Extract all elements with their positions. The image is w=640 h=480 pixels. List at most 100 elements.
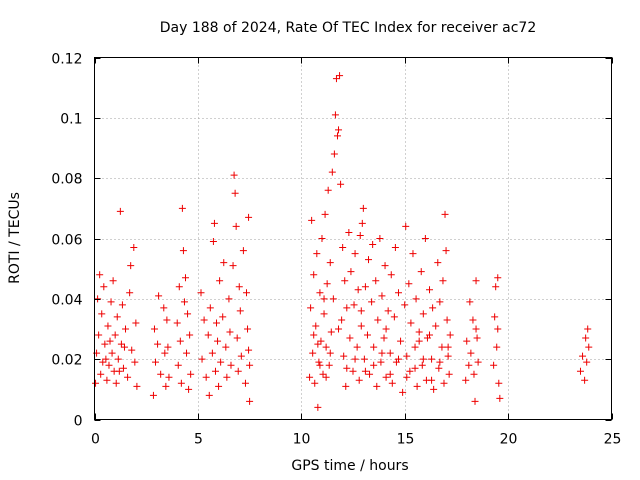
data-point bbox=[120, 343, 128, 351]
data-point bbox=[329, 295, 337, 303]
data-point bbox=[472, 277, 480, 285]
data-point bbox=[103, 376, 111, 384]
data-point bbox=[208, 349, 216, 357]
data-point bbox=[320, 310, 328, 318]
data-point bbox=[370, 343, 378, 351]
data-point bbox=[327, 328, 335, 336]
data-point bbox=[388, 379, 396, 387]
data-point bbox=[465, 361, 473, 369]
data-point bbox=[175, 283, 183, 291]
data-point bbox=[313, 250, 321, 258]
data-point bbox=[112, 379, 120, 387]
data-point bbox=[106, 337, 114, 345]
data-point bbox=[411, 343, 419, 351]
data-point bbox=[322, 373, 330, 381]
data-point bbox=[351, 355, 359, 363]
data-point bbox=[100, 283, 108, 291]
x-tick-label: 10 bbox=[293, 432, 311, 448]
data-point bbox=[442, 247, 450, 255]
y-tick-label: 0.02 bbox=[51, 353, 82, 369]
data-point bbox=[407, 319, 415, 327]
data-point bbox=[99, 358, 107, 366]
data-point bbox=[154, 340, 162, 348]
data-point bbox=[157, 370, 165, 378]
data-point bbox=[95, 331, 103, 339]
data-point bbox=[181, 274, 189, 282]
data-point bbox=[133, 382, 141, 390]
data-point bbox=[176, 337, 184, 345]
data-point bbox=[434, 259, 442, 267]
data-point bbox=[380, 334, 388, 342]
data-point bbox=[490, 361, 498, 369]
data-point bbox=[421, 235, 429, 242]
data-point bbox=[111, 331, 119, 339]
data-point bbox=[173, 319, 181, 327]
chart-title: Day 188 of 2024, Rate Of TEC Index for r… bbox=[160, 20, 536, 36]
data-point bbox=[222, 343, 230, 351]
data-point bbox=[220, 259, 228, 267]
data-point bbox=[438, 343, 446, 351]
data-point bbox=[357, 307, 365, 315]
data-point bbox=[244, 325, 252, 333]
data-point bbox=[356, 231, 364, 239]
data-point bbox=[105, 361, 113, 369]
data-point bbox=[318, 235, 326, 242]
data-point bbox=[116, 207, 124, 215]
data-point bbox=[390, 313, 398, 321]
data-point bbox=[107, 298, 115, 306]
data-point bbox=[161, 349, 169, 357]
data-point bbox=[312, 322, 320, 330]
data-point bbox=[231, 189, 239, 197]
data-point bbox=[343, 304, 351, 312]
data-point bbox=[412, 295, 420, 303]
data-point bbox=[113, 313, 121, 321]
data-point bbox=[394, 355, 402, 363]
data-point bbox=[326, 349, 334, 357]
x-tick-label: 20 bbox=[500, 432, 518, 448]
data-point bbox=[97, 370, 105, 378]
data-point bbox=[413, 382, 421, 390]
data-point bbox=[493, 343, 501, 351]
data-point bbox=[198, 355, 206, 363]
data-point bbox=[584, 325, 592, 333]
data-point bbox=[435, 364, 443, 372]
data-point bbox=[317, 337, 325, 345]
y-tick-label: 0.04 bbox=[51, 293, 82, 309]
data-point bbox=[378, 349, 386, 357]
y-tick-labels: 0 0.02 0.04 0.06 0.08 0.1 0.12 bbox=[51, 52, 82, 430]
x-tick-label: 0 bbox=[91, 432, 100, 448]
data-point bbox=[377, 358, 385, 366]
data-point bbox=[336, 72, 344, 80]
data-point bbox=[376, 235, 384, 242]
data-points bbox=[92, 72, 593, 411]
data-point bbox=[234, 367, 242, 375]
data-point bbox=[101, 340, 109, 348]
data-point bbox=[436, 358, 444, 366]
grid-lines bbox=[94, 57, 612, 420]
data-point bbox=[436, 298, 444, 306]
data-point bbox=[428, 355, 436, 363]
data-point bbox=[130, 244, 138, 252]
data-point bbox=[119, 364, 127, 372]
data-point bbox=[314, 340, 322, 348]
data-point bbox=[204, 331, 212, 339]
data-point bbox=[227, 361, 235, 369]
data-point bbox=[426, 286, 434, 294]
data-point bbox=[311, 379, 319, 387]
data-point bbox=[382, 325, 390, 333]
data-point bbox=[316, 289, 324, 297]
data-point bbox=[245, 213, 253, 221]
data-point bbox=[463, 337, 471, 345]
data-point bbox=[470, 370, 478, 378]
data-point bbox=[472, 325, 480, 333]
data-point bbox=[351, 250, 359, 258]
data-point bbox=[491, 313, 499, 321]
data-point bbox=[160, 304, 168, 312]
data-point bbox=[357, 322, 365, 330]
x-tick-labels: 0 5 10 15 20 25 bbox=[91, 432, 621, 448]
data-point bbox=[316, 361, 324, 369]
data-point bbox=[183, 349, 191, 357]
data-point bbox=[325, 361, 333, 369]
y-tick-label: 0.12 bbox=[51, 52, 82, 68]
